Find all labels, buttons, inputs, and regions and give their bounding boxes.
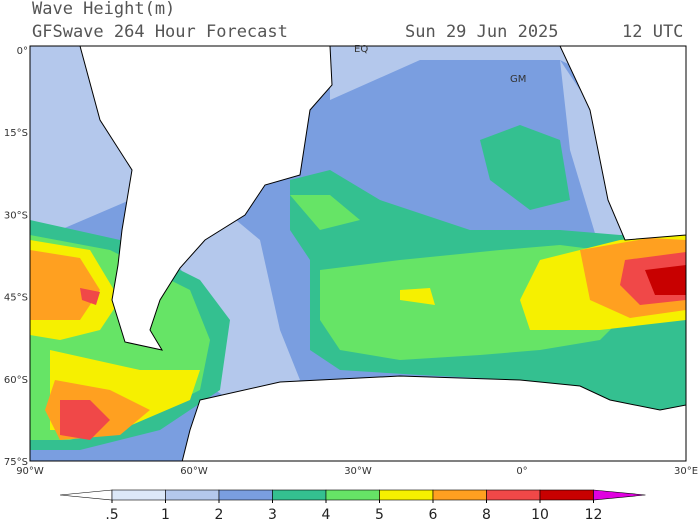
red — [60, 252, 686, 440]
lat-label: 30°S — [4, 210, 28, 221]
lon-label: 30°E — [674, 466, 698, 477]
yellow — [30, 235, 686, 430]
lon-label: 60°W — [180, 466, 208, 477]
lon-label: 0° — [516, 466, 527, 477]
colorbar-bin — [111, 489, 166, 501]
colorbar-label: 6 — [429, 507, 438, 523]
lat-label: 45°S — [4, 293, 28, 304]
colorbar-label: 8 — [482, 507, 491, 523]
colorbar-bin — [486, 489, 541, 501]
antarctica — [181, 375, 686, 461]
colorbar-bin — [272, 489, 327, 501]
model: GFSwave 264 Hour Forecast — [32, 22, 288, 42]
south-america — [79, 46, 333, 351]
colorbar-bin — [218, 489, 273, 501]
colorbar-arrow — [593, 489, 646, 501]
colorbar-bin — [539, 489, 594, 501]
colorbar-bin — [325, 489, 380, 501]
colorbar-label: .5 — [105, 507, 118, 523]
dark-red — [645, 265, 686, 295]
lon-label: 30°W — [344, 466, 372, 477]
time: 12 UTC — [622, 22, 683, 42]
colorbar-bin — [379, 489, 434, 501]
map-frame — [29, 45, 687, 462]
date: Sun 29 Jun 2025 — [405, 22, 559, 42]
colorbar-label: 4 — [322, 507, 331, 523]
colorbar-label: 1 — [161, 507, 170, 523]
colorbar-label: 2 — [215, 507, 224, 523]
marker: EQ — [354, 44, 368, 55]
colorbar-label: 3 — [268, 507, 277, 523]
lat-label: 75°S — [4, 457, 28, 468]
lat-label: 15°S — [4, 128, 28, 139]
lat-label: 0° — [17, 46, 28, 57]
colorbar-label: 5 — [375, 507, 384, 523]
title: Wave Height(m) — [32, 0, 175, 19]
lat-label: 60°S — [4, 375, 28, 386]
colorbar-bin — [165, 489, 220, 501]
colorbar-bin — [432, 489, 487, 501]
marker: GM — [510, 74, 526, 85]
lon-label: 90°W — [16, 466, 44, 477]
colorbar-label: 12 — [585, 507, 603, 523]
colorbar-label: 10 — [531, 507, 549, 523]
africa — [559, 46, 686, 241]
map: EQ GM — [29, 44, 687, 462]
colorbar-arrow — [59, 489, 113, 501]
